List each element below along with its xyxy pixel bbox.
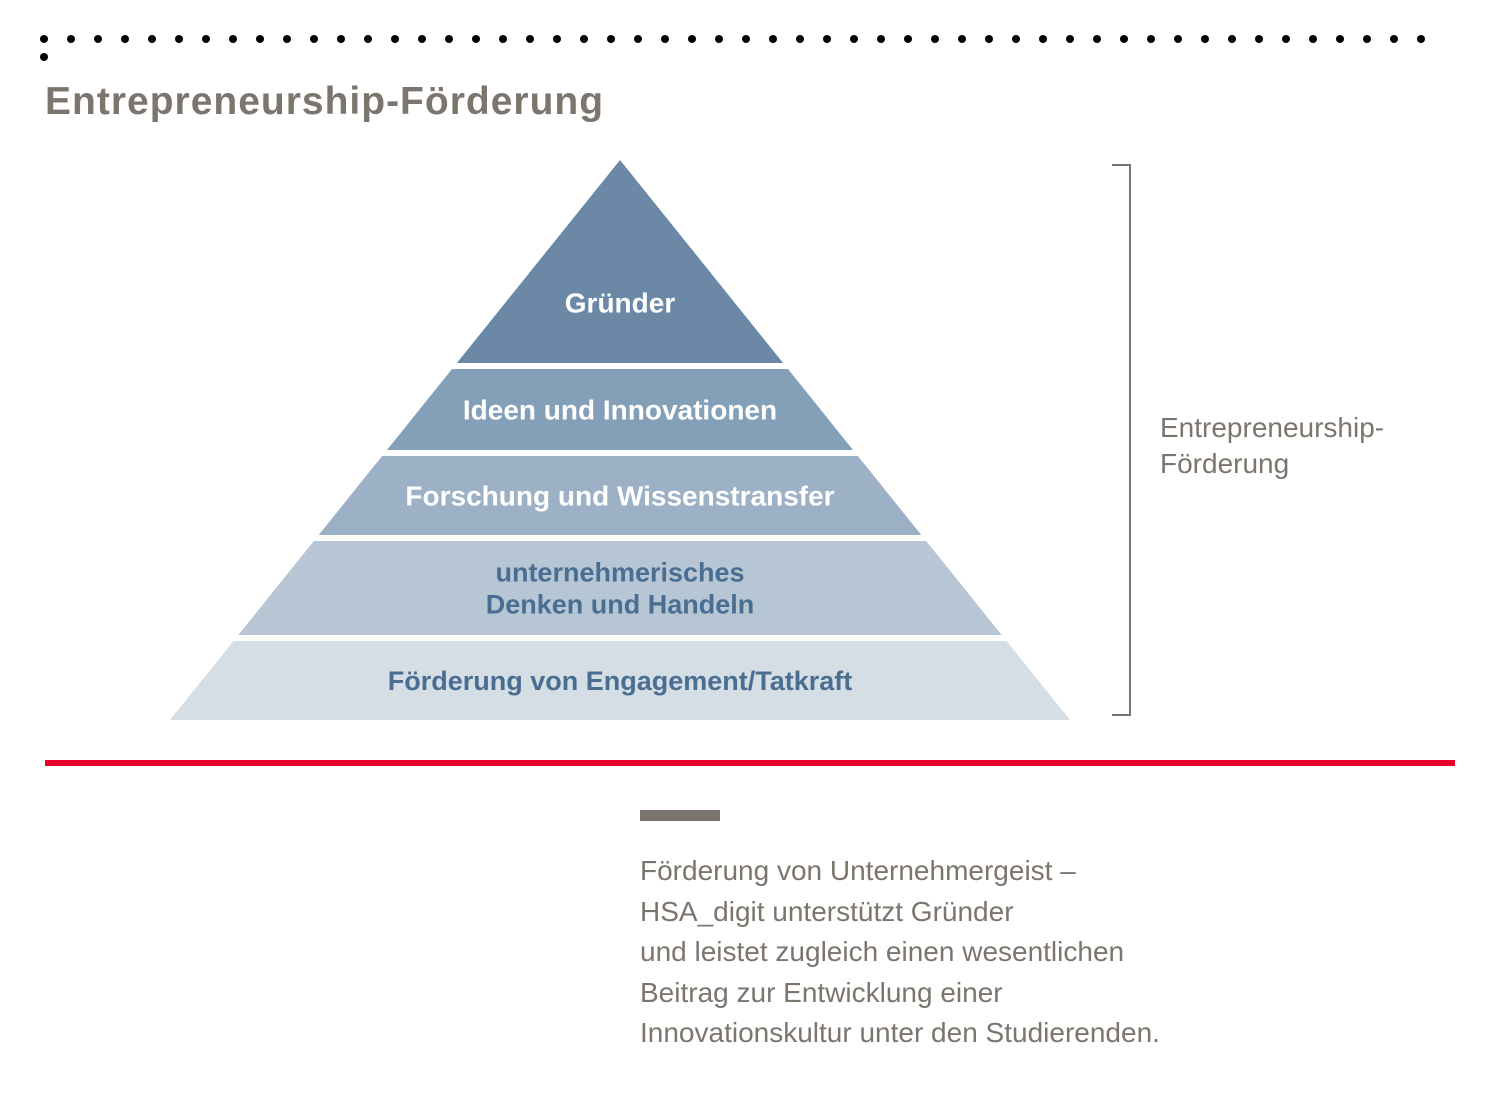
caption-line-1: HSA_digit unterstützt Gründer bbox=[640, 892, 1340, 933]
side-label-line1: Entrepreneurship- bbox=[1160, 412, 1384, 443]
dotted-top-border bbox=[40, 30, 1460, 40]
side-bracket-group: Entrepreneurship- Förderung bbox=[1100, 160, 1450, 720]
caption-line-2: und leistet zugleich einen wesentlichen bbox=[640, 932, 1340, 973]
caption-dash bbox=[640, 810, 720, 821]
pyramid-level-0 bbox=[457, 160, 783, 363]
page-title: Entrepreneurship-Förderung bbox=[45, 80, 604, 124]
pyramid-level-3 bbox=[238, 541, 1001, 635]
pyramid-diagram: Gründer Ideen und Innovationen Forschung u… bbox=[170, 160, 1070, 720]
caption-line-0: Förderung von Unternehmergeist – bbox=[640, 851, 1340, 892]
pyramid-level-label-2: Forschung und Wissenstransfer bbox=[405, 480, 834, 511]
pyramid-level-label-1: Ideen und Innovationen bbox=[463, 394, 777, 425]
caption-line-3: Beitrag zur Entwicklung einer bbox=[640, 973, 1340, 1014]
side-bracket-label: Entrepreneurship- Förderung bbox=[1160, 410, 1384, 483]
caption-block: Förderung von Unternehmergeist –HSA_digi… bbox=[640, 810, 1340, 1054]
side-bracket bbox=[1112, 165, 1130, 715]
caption-text: Förderung von Unternehmergeist –HSA_digi… bbox=[640, 851, 1340, 1054]
pyramid-level-label-0: Gründer bbox=[565, 287, 676, 318]
side-label-line2: Förderung bbox=[1160, 448, 1289, 479]
red-divider bbox=[45, 760, 1455, 766]
pyramid-level-label-4: Förderung von Engagement/Tatkraft bbox=[388, 666, 853, 696]
caption-line-4: Innovationskultur unter den Studierenden… bbox=[640, 1013, 1340, 1054]
